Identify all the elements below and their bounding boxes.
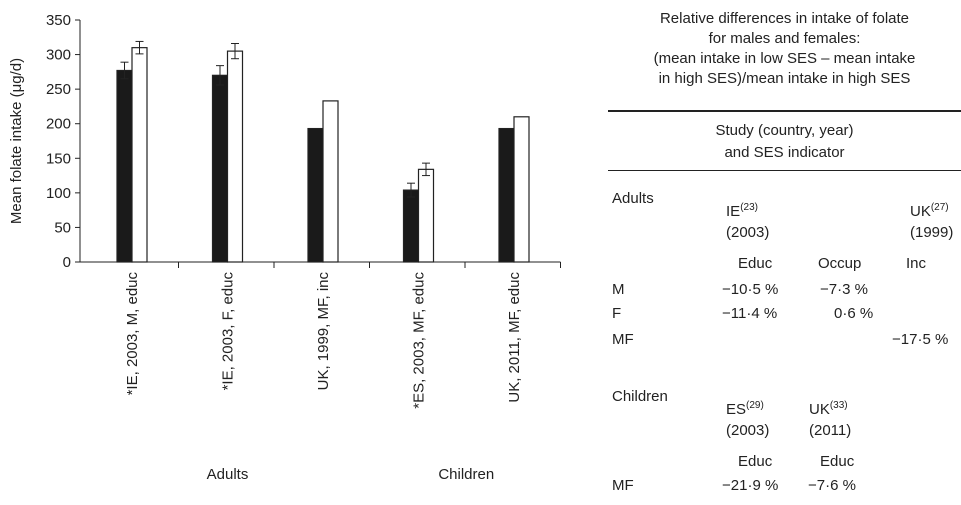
x-group-label: Children <box>438 466 494 483</box>
study-ie-adults-year: (2003) <box>726 224 770 241</box>
study-code: ES <box>726 401 747 418</box>
value-mf-inc: −17·5 % <box>892 331 949 348</box>
y-tick-label: 350 <box>46 12 71 29</box>
value-f-educ: −11·4 % <box>722 305 778 322</box>
y-tick-label: 200 <box>46 116 71 133</box>
row-label-mf: MF <box>612 331 634 348</box>
y-tick-label: 250 <box>46 81 71 98</box>
study-ref: (33) <box>829 400 848 411</box>
ses-differences-table: Relative differences in intake of folate… <box>608 0 961 505</box>
bar-high-ses-3 <box>417 168 435 263</box>
y-axis-title: Mean folate intake (μg/d) <box>8 58 25 224</box>
bar-high-ses-1 <box>226 50 244 263</box>
study-code: UK <box>910 203 931 220</box>
study-uk-adults: UK(27) <box>910 199 949 221</box>
x-category-label: UK, 1999, MF, inc <box>315 272 332 391</box>
study-code: IE <box>726 203 741 220</box>
study-ref: (23) <box>740 202 758 213</box>
bar-high-ses-2 <box>322 100 339 263</box>
table-header-line-2: and SES indicator <box>724 144 845 161</box>
table-title-line-4: in high SES)/mean intake in high SES <box>658 70 911 87</box>
study-uk-children-year: (2011) <box>809 422 852 439</box>
table-title-line-1: Relative differences in intake of folate <box>659 10 910 27</box>
row-label-m: M <box>612 281 625 298</box>
study-code: UK <box>809 401 830 418</box>
children-row-label-mf: MF <box>612 477 634 494</box>
x-category-label: *IE, 2003, M, educ <box>124 272 141 396</box>
table-top-rule <box>608 110 961 112</box>
row-label-f: F <box>612 305 622 322</box>
bar-high-ses-4 <box>513 116 530 263</box>
bar-low-ses-1 <box>211 74 229 263</box>
value-m-educ: −10·5 % <box>722 281 779 298</box>
bar-high-ses-0 <box>131 47 148 263</box>
table-title: Relative differences in intake of folate… <box>608 9 961 89</box>
study-es-children: ES(29) <box>726 397 764 419</box>
table-header-line-1: Study (country, year) <box>715 122 854 139</box>
study-ie-adults: IE(23) <box>726 199 758 221</box>
bar-low-ses-0 <box>116 69 133 263</box>
x-category-label: UK, 2011, MF, educ <box>506 272 523 403</box>
value-f-occup: 0·6 % <box>834 305 874 322</box>
y-tick-label: 50 <box>54 219 71 236</box>
study-ref: (29) <box>746 400 764 411</box>
indicator-educ: Educ <box>738 255 773 272</box>
indicator-inc: Inc <box>906 255 927 272</box>
children-indicator-1: Educ <box>738 453 773 470</box>
table-header-rule <box>608 170 961 171</box>
x-group-label: Adults <box>207 466 249 483</box>
children-indicator-2: Educ <box>820 453 855 470</box>
bar-low-ses-4 <box>498 127 515 263</box>
table-column-header: Study (country, year) and SES indicator <box>608 120 961 164</box>
x-category-label: *ES, 2003, MF, educ <box>411 272 428 409</box>
x-category-label: *IE, 2003, F, educ <box>220 272 237 391</box>
table-title-line-3: (mean intake in low SES – mean intake <box>653 50 916 67</box>
study-uk-children: UK(33) <box>809 397 848 419</box>
indicator-occup: Occup <box>818 255 862 272</box>
folate-bar-chart: 0 50 100 150 200 250 300 350 Mean folate intake … <box>8 12 561 483</box>
study-uk-adults-year: (1999) <box>910 224 954 241</box>
bar-low-ses-3 <box>402 189 420 263</box>
y-tick-label: 0 <box>63 254 71 271</box>
y-tick-label: 150 <box>46 150 71 167</box>
children-label: Children <box>612 388 668 405</box>
value-m-occup: −7·3 % <box>820 281 868 298</box>
y-tick-label: 300 <box>46 47 71 64</box>
bar-low-ses-2 <box>307 127 324 263</box>
table-title-line-2: for males and females: <box>708 30 861 47</box>
study-ref: (27) <box>930 202 949 213</box>
y-tick-label: 100 <box>46 185 71 202</box>
adults-label: Adults <box>612 190 654 207</box>
children-value-uk: −7·6 % <box>808 477 856 494</box>
study-es-children-year: (2003) <box>726 422 770 439</box>
children-value-es: −21·9 % <box>722 477 779 494</box>
